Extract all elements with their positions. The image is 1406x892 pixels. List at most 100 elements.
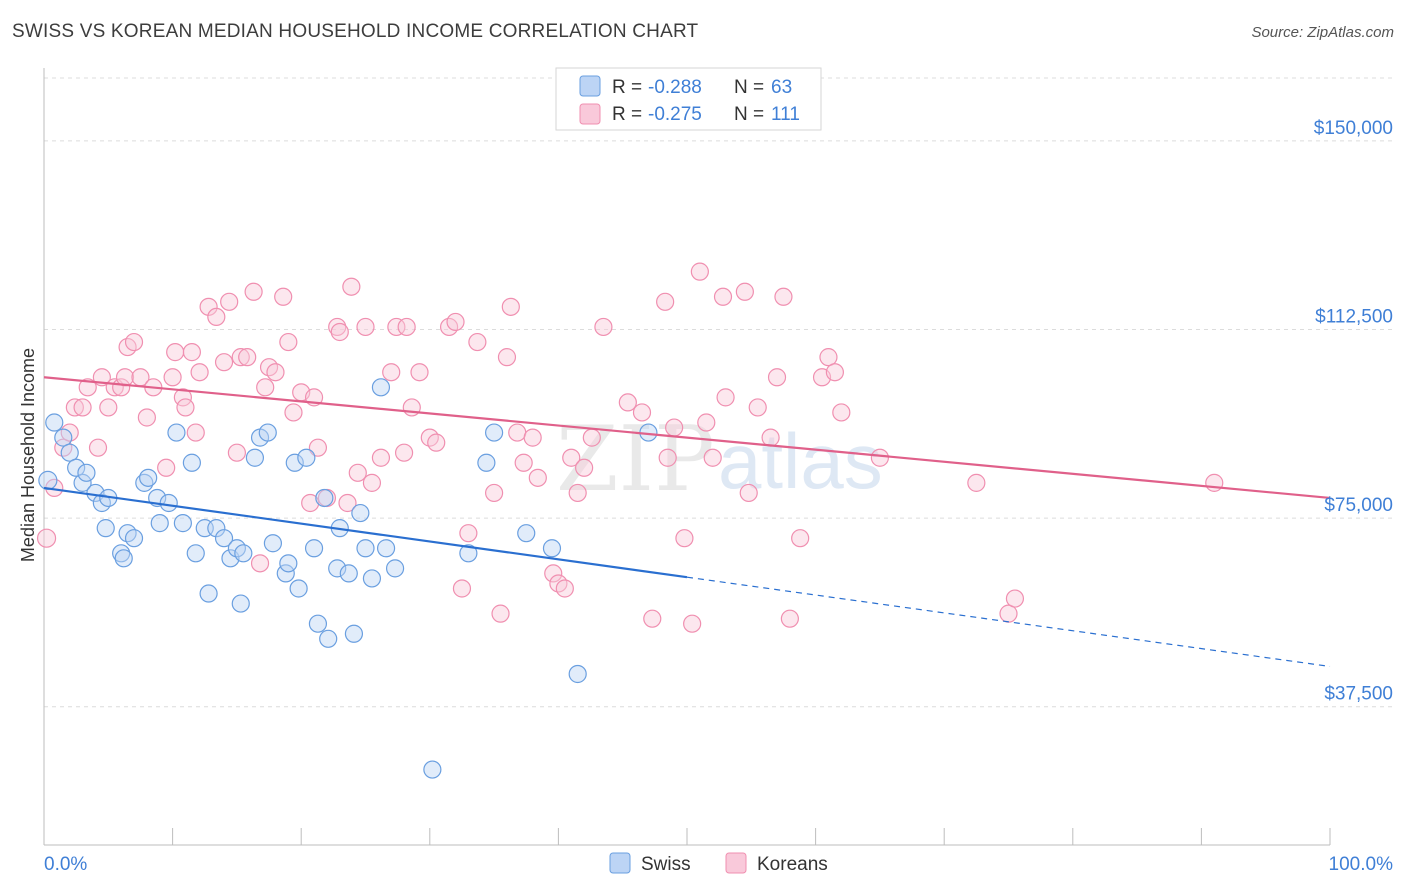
data-point bbox=[397, 317, 416, 337]
data-point bbox=[825, 363, 844, 382]
data-point bbox=[739, 483, 758, 503]
data-point bbox=[703, 448, 722, 467]
data-point bbox=[328, 317, 347, 337]
data-point bbox=[338, 493, 357, 513]
legend-r-value-swiss: -0.288 bbox=[648, 77, 702, 98]
data-point bbox=[568, 664, 587, 684]
data-point bbox=[362, 569, 382, 588]
y-tick-label: $150,000 bbox=[1314, 118, 1393, 139]
data-point bbox=[371, 448, 391, 467]
data-point bbox=[690, 262, 709, 281]
x-tick-labels: 0.0% 100.0% bbox=[44, 854, 1393, 875]
data-point bbox=[45, 413, 64, 432]
bottom-legend-swiss: Swiss bbox=[641, 854, 691, 875]
data-point bbox=[150, 514, 169, 533]
data-point bbox=[124, 332, 144, 352]
legend-n-label-koreans: N = bbox=[734, 104, 764, 125]
data-point bbox=[501, 297, 520, 316]
data-point bbox=[199, 584, 218, 603]
x-tick-label: 0.0% bbox=[44, 854, 87, 875]
data-point bbox=[468, 332, 487, 352]
data-point bbox=[371, 378, 391, 397]
data-point bbox=[542, 539, 562, 558]
swiss-trend-extension bbox=[686, 576, 1331, 668]
data-point bbox=[459, 524, 478, 543]
data-point bbox=[351, 503, 370, 523]
data-point bbox=[774, 287, 793, 306]
data-point bbox=[279, 554, 298, 573]
data-point bbox=[675, 529, 694, 548]
data-point bbox=[632, 403, 652, 422]
chart-title: SWISS VS KOREAN MEDIAN HOUSEHOLD INCOME … bbox=[12, 21, 699, 42]
y-tick-label: $112,500 bbox=[1315, 306, 1393, 327]
trend-lines bbox=[43, 376, 1331, 668]
axes bbox=[43, 68, 1331, 846]
data-point bbox=[227, 443, 246, 462]
legend-n-value-swiss: 63 bbox=[771, 77, 792, 98]
data-point bbox=[697, 413, 716, 432]
data-point bbox=[250, 554, 270, 573]
data-point bbox=[575, 458, 594, 477]
data-point bbox=[36, 528, 57, 548]
data-point bbox=[186, 544, 205, 563]
data-point bbox=[263, 534, 283, 553]
data-point bbox=[832, 403, 851, 422]
data-point bbox=[713, 287, 733, 306]
data-point bbox=[523, 428, 542, 447]
data-point bbox=[780, 609, 799, 628]
data-point bbox=[274, 287, 293, 306]
data-point bbox=[517, 524, 536, 543]
data-point bbox=[658, 448, 677, 467]
data-point bbox=[382, 363, 401, 382]
legend-r-label-koreans: R = bbox=[612, 104, 642, 125]
data-point bbox=[594, 317, 613, 337]
data-point bbox=[207, 307, 226, 327]
data-point bbox=[1005, 589, 1025, 608]
source-credit: Source: ZipAtlas.com bbox=[1251, 24, 1394, 41]
data-point bbox=[514, 453, 533, 472]
data-point bbox=[528, 468, 547, 487]
data-point bbox=[266, 363, 285, 382]
data-point bbox=[508, 423, 527, 442]
y-tick-label: $75,000 bbox=[1324, 495, 1393, 516]
data-point bbox=[446, 312, 465, 332]
data-point bbox=[791, 529, 810, 548]
data-point bbox=[38, 470, 58, 490]
data-point bbox=[342, 277, 361, 296]
data-point bbox=[319, 629, 338, 648]
data-point bbox=[562, 448, 581, 467]
data-point bbox=[279, 332, 298, 352]
data-point bbox=[99, 398, 118, 417]
data-point bbox=[376, 539, 396, 558]
data-point bbox=[289, 579, 308, 598]
data-point bbox=[214, 529, 234, 548]
data-point bbox=[735, 282, 754, 301]
data-point bbox=[356, 539, 375, 558]
data-point bbox=[344, 624, 364, 643]
data-point bbox=[544, 564, 563, 583]
data-point bbox=[112, 544, 131, 563]
data-point bbox=[284, 403, 303, 422]
data-point bbox=[328, 559, 347, 578]
data-point bbox=[485, 483, 504, 503]
data-point bbox=[452, 579, 472, 598]
data-point bbox=[220, 292, 239, 311]
legend-r-value-koreans: -0.275 bbox=[648, 104, 702, 125]
data-point bbox=[362, 473, 382, 492]
data-point bbox=[304, 539, 324, 558]
data-point bbox=[157, 458, 176, 477]
data-point bbox=[819, 348, 838, 367]
data-point bbox=[139, 468, 158, 487]
data-point bbox=[214, 353, 234, 372]
data-point bbox=[186, 423, 205, 442]
data-point bbox=[497, 348, 517, 367]
data-point bbox=[618, 393, 637, 412]
data-point bbox=[643, 609, 662, 628]
data-point bbox=[410, 363, 429, 382]
data-point bbox=[568, 483, 587, 503]
correlation-legend: R = -0.288 N = 63 R = -0.275 N = 111 bbox=[555, 67, 822, 131]
y-tick-label: $37,500 bbox=[1324, 684, 1393, 705]
data-point bbox=[683, 614, 702, 633]
data-point bbox=[356, 317, 375, 337]
data-point bbox=[77, 463, 96, 482]
